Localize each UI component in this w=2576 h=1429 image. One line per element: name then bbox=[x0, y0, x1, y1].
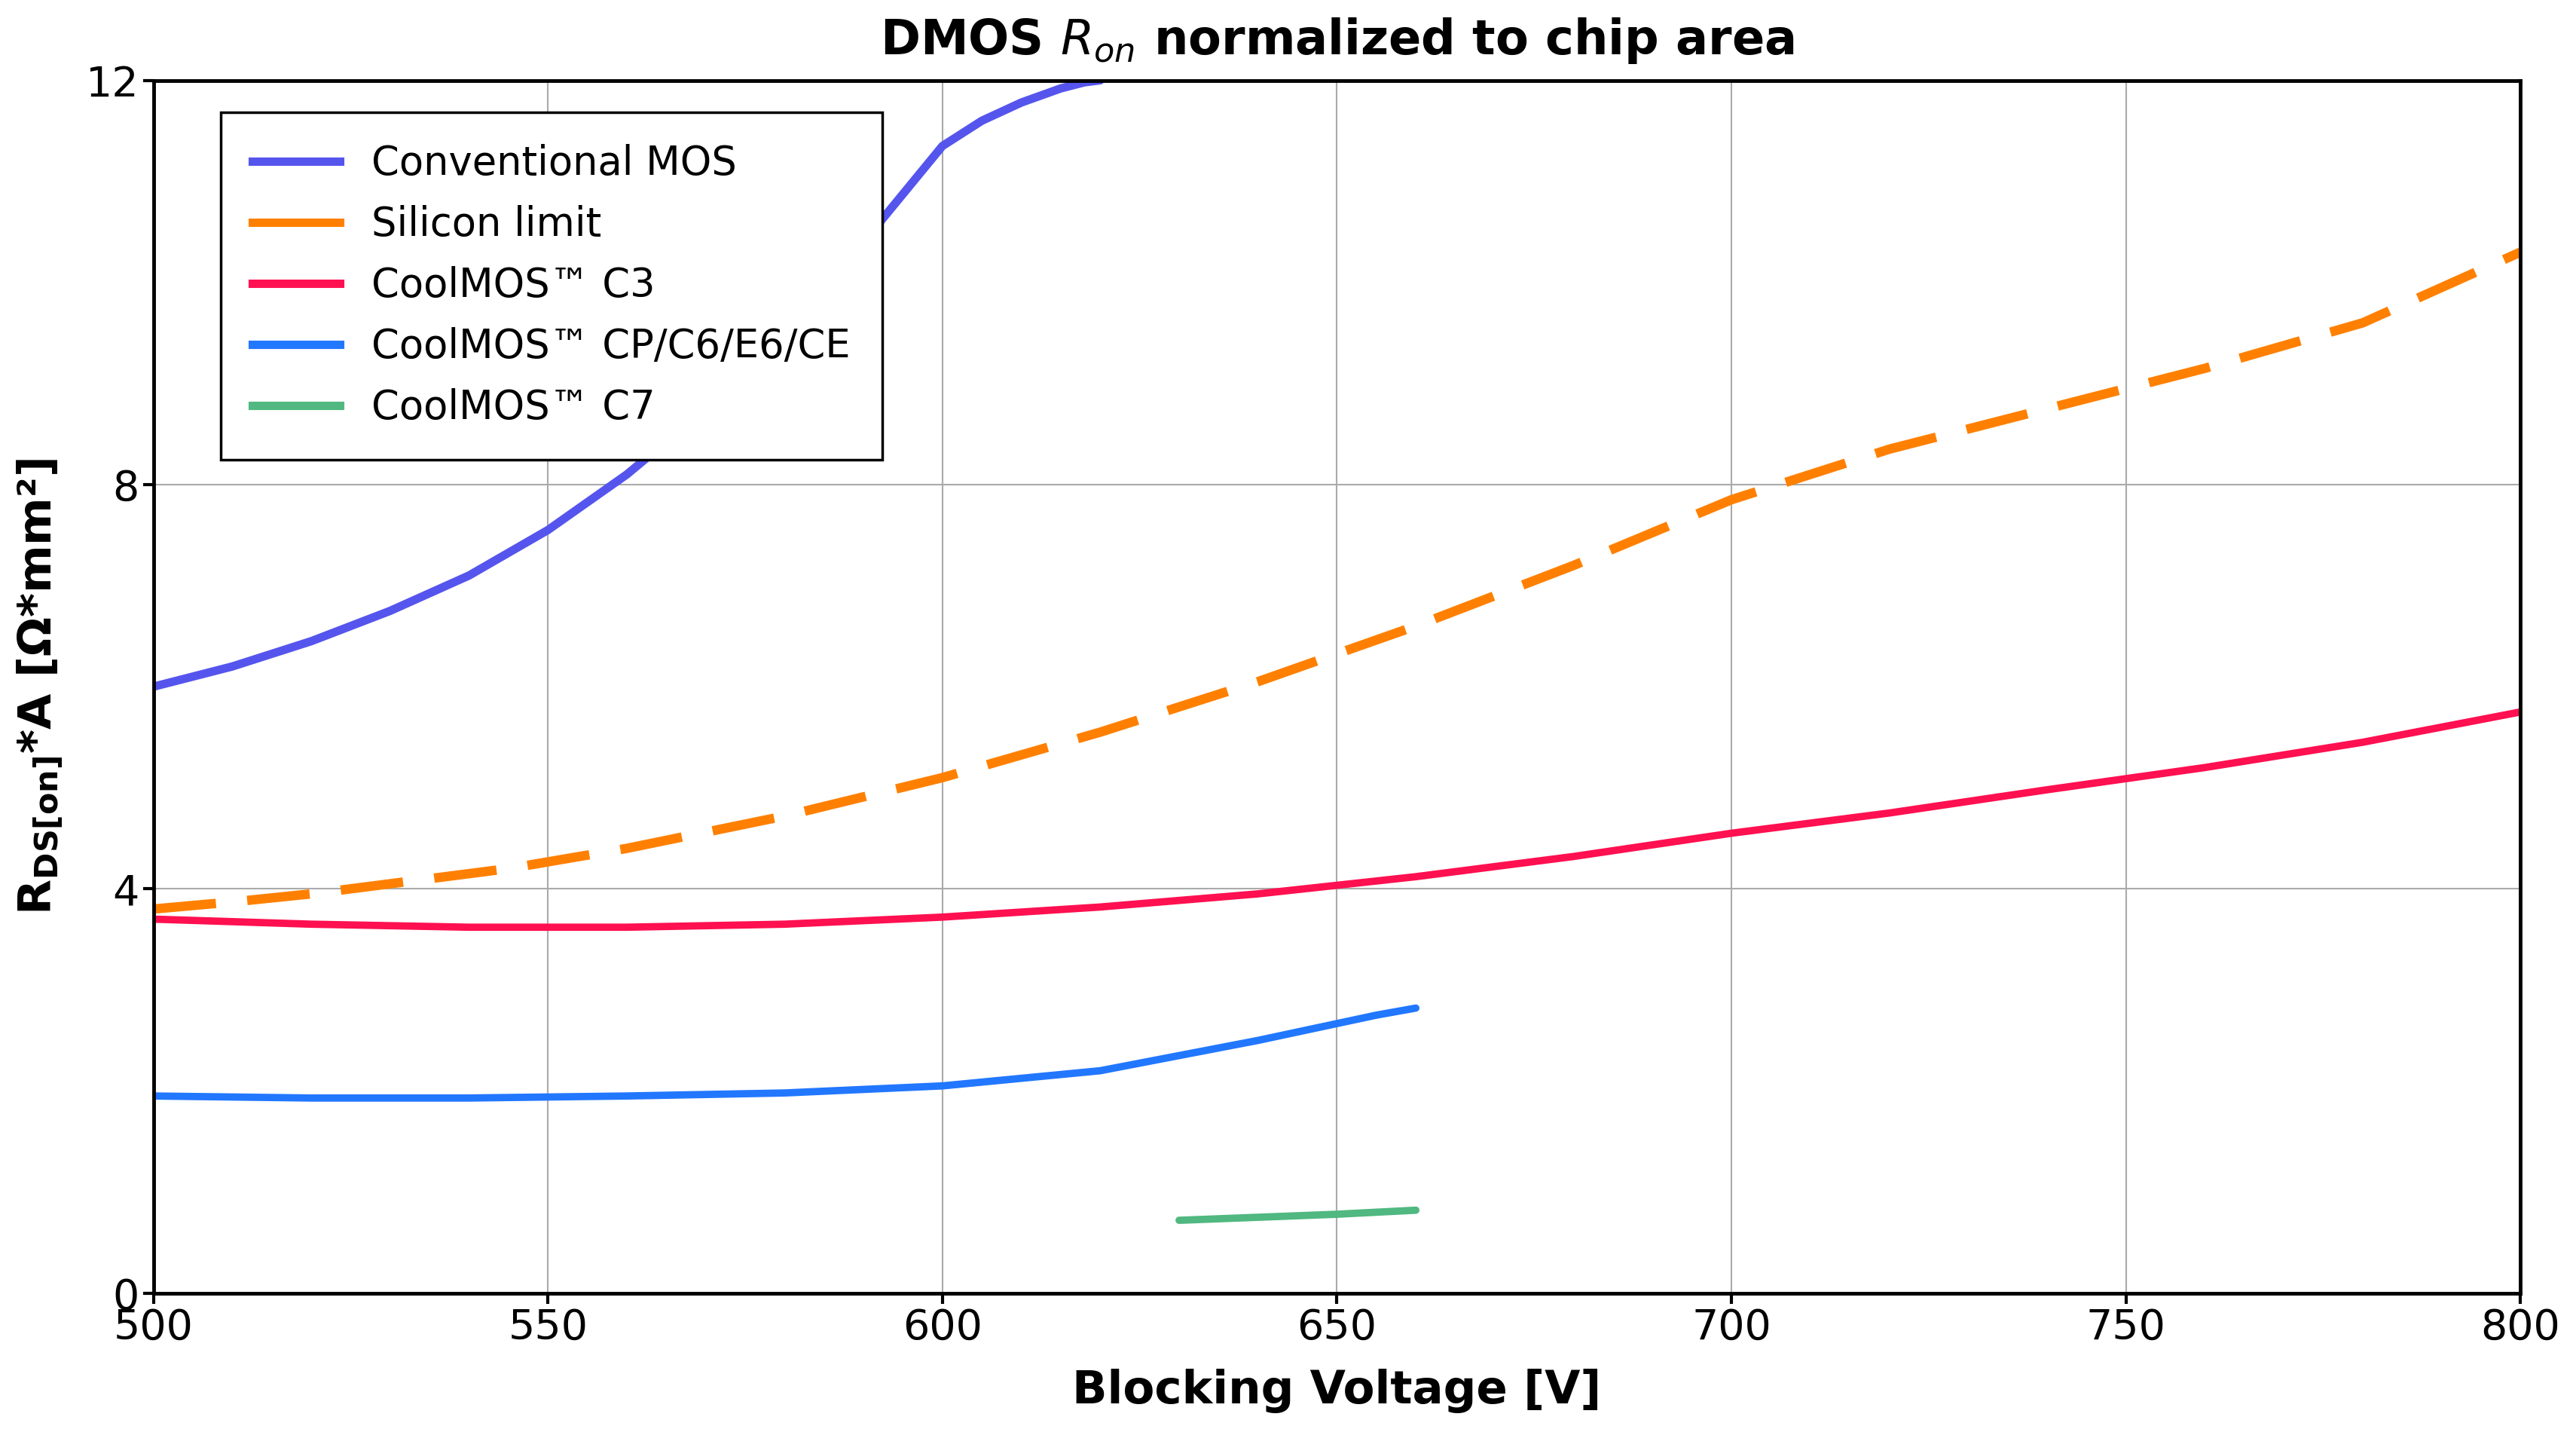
CoolMOS™ C3 bbox=[1558, 847, 1589, 865]
Silicon limit bbox=[1873, 440, 1904, 457]
Conventional MOS bbox=[139, 679, 170, 696]
Conventional MOS bbox=[216, 657, 247, 674]
Conventional MOS bbox=[848, 233, 878, 250]
Conventional MOS bbox=[296, 633, 327, 650]
Silicon limit bbox=[2190, 360, 2221, 377]
Silicon limit bbox=[1401, 617, 1432, 634]
Silicon limit bbox=[927, 769, 958, 786]
CoolMOS™ CP/C6/E6/CE bbox=[139, 1087, 170, 1105]
CoolMOS™ C3 bbox=[1873, 805, 1904, 822]
Silicon limit bbox=[2504, 243, 2535, 260]
CoolMOS™ C3 bbox=[770, 916, 801, 933]
CoolMOS™ C3 bbox=[296, 916, 327, 933]
Conventional MOS bbox=[1084, 71, 1115, 89]
Conventional MOS bbox=[453, 567, 484, 584]
CoolMOS™ CP/C6/E6/CE bbox=[296, 1089, 327, 1106]
CoolMOS™ C3 bbox=[927, 909, 958, 926]
Silicon limit bbox=[216, 893, 247, 910]
Legend: Conventional MOS, Silicon limit, CoolMOS™ C3, CoolMOS™ CP/C6/E6/CE, CoolMOS™ C7: Conventional MOS, Silicon limit, CoolMOS… bbox=[222, 113, 884, 460]
Line: CoolMOS™ C7: CoolMOS™ C7 bbox=[1180, 1210, 1417, 1220]
CoolMOS™ CP/C6/E6/CE bbox=[927, 1077, 958, 1095]
Silicon limit bbox=[1716, 492, 1747, 509]
Silicon limit bbox=[611, 840, 641, 857]
CoolMOS™ C3 bbox=[611, 919, 641, 936]
Silicon limit bbox=[296, 886, 327, 903]
CoolMOS™ C7 bbox=[1242, 1209, 1273, 1226]
Silicon limit bbox=[2032, 400, 2063, 417]
Silicon limit bbox=[492, 860, 523, 877]
CoolMOS™ C3 bbox=[453, 919, 484, 936]
Silicon limit bbox=[2347, 314, 2378, 332]
CoolMOS™ C3 bbox=[1401, 867, 1432, 885]
Silicon limit bbox=[139, 900, 170, 917]
CoolMOS™ C3 bbox=[1084, 899, 1115, 916]
Conventional MOS bbox=[770, 324, 801, 342]
Conventional MOS bbox=[690, 400, 721, 417]
CoolMOS™ CP/C6/E6/CE bbox=[770, 1085, 801, 1102]
Conventional MOS bbox=[533, 522, 564, 539]
CoolMOS™ C3 bbox=[2347, 733, 2378, 750]
CoolMOS™ C3 bbox=[1716, 825, 1747, 842]
CoolMOS™ CP/C6/E6/CE bbox=[1242, 1032, 1273, 1049]
Title: DMOS $R_{on}$ normalized to chip area: DMOS $R_{on}$ normalized to chip area bbox=[878, 16, 1795, 66]
CoolMOS™ C3 bbox=[2504, 703, 2535, 720]
Conventional MOS bbox=[374, 602, 404, 619]
Silicon limit bbox=[374, 875, 404, 892]
Line: CoolMOS™ CP/C6/E6/CE: CoolMOS™ CP/C6/E6/CE bbox=[155, 1007, 1417, 1097]
Conventional MOS bbox=[1046, 80, 1077, 97]
Conventional MOS bbox=[927, 137, 958, 154]
Conventional MOS bbox=[1069, 74, 1100, 91]
Silicon limit bbox=[770, 807, 801, 825]
CoolMOS™ C3 bbox=[2190, 759, 2221, 776]
CoolMOS™ CP/C6/E6/CE bbox=[1401, 999, 1432, 1016]
Silicon limit bbox=[1558, 557, 1589, 574]
Silicon limit bbox=[1084, 723, 1115, 740]
CoolMOS™ CP/C6/E6/CE bbox=[1084, 1062, 1115, 1079]
CoolMOS™ C7 bbox=[1401, 1202, 1432, 1219]
Conventional MOS bbox=[966, 111, 997, 129]
CoolMOS™ C7 bbox=[1164, 1212, 1195, 1229]
Conventional MOS bbox=[611, 466, 641, 483]
CoolMOS™ C3 bbox=[1242, 886, 1273, 903]
CoolMOS™ C7 bbox=[1321, 1206, 1352, 1223]
Conventional MOS bbox=[1005, 94, 1036, 111]
Silicon limit bbox=[1242, 673, 1273, 690]
X-axis label: Blocking Voltage [V]: Blocking Voltage [V] bbox=[1072, 1369, 1602, 1413]
CoolMOS™ CP/C6/E6/CE bbox=[1360, 1006, 1391, 1023]
Y-axis label: $\mathbf{R_{DS[on]}}$*A [$\mathbf{\Omega}$*mm²]: $\mathbf{R_{DS[on]}}$*A [$\mathbf{\Omega… bbox=[15, 459, 64, 915]
CoolMOS™ C3 bbox=[2032, 782, 2063, 799]
Line: CoolMOS™ C3: CoolMOS™ C3 bbox=[155, 712, 2519, 927]
Line: Silicon limit: Silicon limit bbox=[155, 252, 2519, 909]
CoolMOS™ C3 bbox=[139, 910, 170, 927]
Line: Conventional MOS: Conventional MOS bbox=[155, 80, 1100, 687]
CoolMOS™ CP/C6/E6/CE bbox=[453, 1089, 484, 1106]
CoolMOS™ CP/C6/E6/CE bbox=[611, 1087, 641, 1105]
